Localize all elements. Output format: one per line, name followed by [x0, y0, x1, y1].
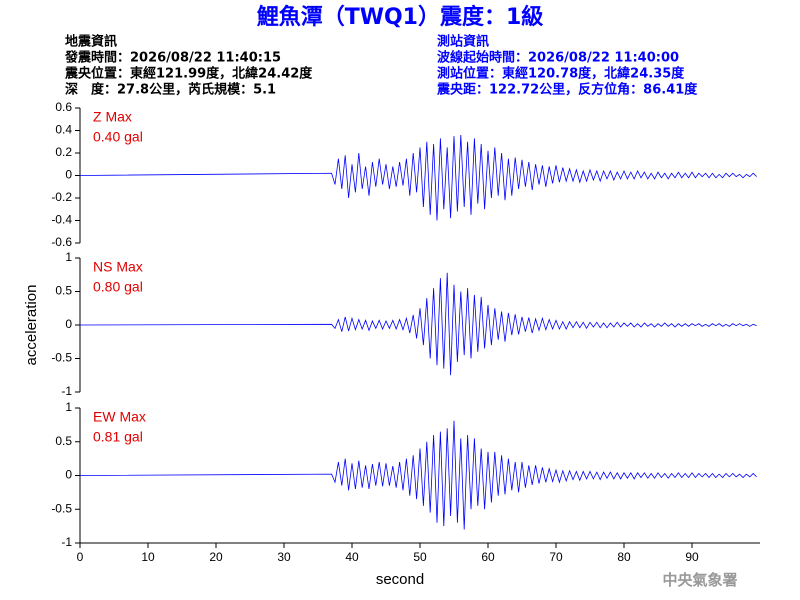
info-line: 震央距：122.72公里，反方位角：86.41度	[436, 82, 698, 98]
y-tick-label: -1	[61, 384, 72, 398]
waveform	[79, 272, 757, 376]
station-info: 測站資訊 波線起始時間：2026/08/22 11:40:00 測站位置：東經1…	[436, 34, 698, 98]
x-tick-label: 80	[617, 550, 631, 564]
waveform	[79, 420, 757, 530]
x-tick-label: 50	[413, 550, 427, 564]
y-tick-label: 0	[65, 468, 72, 482]
x-tick-label: 90	[685, 550, 699, 564]
x-tick-label: 70	[549, 550, 563, 564]
y-tick-label: 0.6	[55, 100, 72, 114]
info-line: 震央位置：東經121.99度，北緯24.42度	[64, 66, 313, 82]
y-tick-label: -0.5	[51, 501, 72, 515]
info-line: 地震資訊	[65, 34, 117, 50]
info-line: 測站位置：東經120.78度，北緯24.35度	[437, 66, 685, 82]
y-tick-label: 1	[65, 250, 72, 264]
y-tick-label: 0.5	[55, 434, 72, 448]
x-axis-label: second	[376, 571, 424, 588]
x-tick-label: 10	[141, 550, 155, 564]
y-tick-label: 0	[65, 168, 72, 182]
event-info: 地震資訊 發震時間：2026/08/22 11:40:15 震央位置：東經121…	[64, 34, 313, 98]
y-tick-label: 0.4	[55, 123, 72, 137]
y-tick-label: 0.2	[55, 145, 72, 159]
y-tick-label: -0.6	[51, 235, 72, 249]
waveform	[79, 134, 757, 221]
y-tick-label: -0.2	[51, 190, 72, 204]
y-tick-label: 1	[65, 400, 72, 414]
x-tick-label: 60	[481, 550, 495, 564]
title: 鯉魚潭（TWQ1）震度：1級	[257, 4, 544, 30]
footer: 中央氣象署	[662, 571, 737, 589]
info-line: 深 度：27.8公里，芮氏規模：5.1	[65, 82, 276, 98]
component-name: NS Max	[93, 259, 143, 275]
y-axis-label: acceleration	[23, 285, 40, 366]
component-name: EW Max	[93, 409, 146, 425]
max-value: 0.80 gal	[93, 279, 143, 295]
info-line: 發震時間：2026/08/22 11:40:15	[64, 50, 281, 66]
y-tick-label: -0.4	[51, 213, 72, 227]
y-tick-label: -1	[61, 535, 72, 549]
x-tick-label: 40	[345, 550, 359, 564]
info-line: 波線起始時間：2026/08/22 11:40:00	[437, 50, 679, 66]
x-tick-label: 0	[77, 550, 84, 564]
x-tick-label: 20	[209, 550, 223, 564]
y-tick-label: 0.5	[55, 284, 72, 298]
y-tick-label: -0.5	[51, 351, 72, 365]
component-name: Z Max	[93, 109, 132, 125]
y-tick-label: 0	[65, 317, 72, 331]
info-line: 測站資訊	[437, 34, 489, 50]
max-value: 0.81 gal	[93, 429, 143, 445]
max-value: 0.40 gal	[93, 129, 143, 145]
x-tick-label: 30	[277, 550, 291, 564]
